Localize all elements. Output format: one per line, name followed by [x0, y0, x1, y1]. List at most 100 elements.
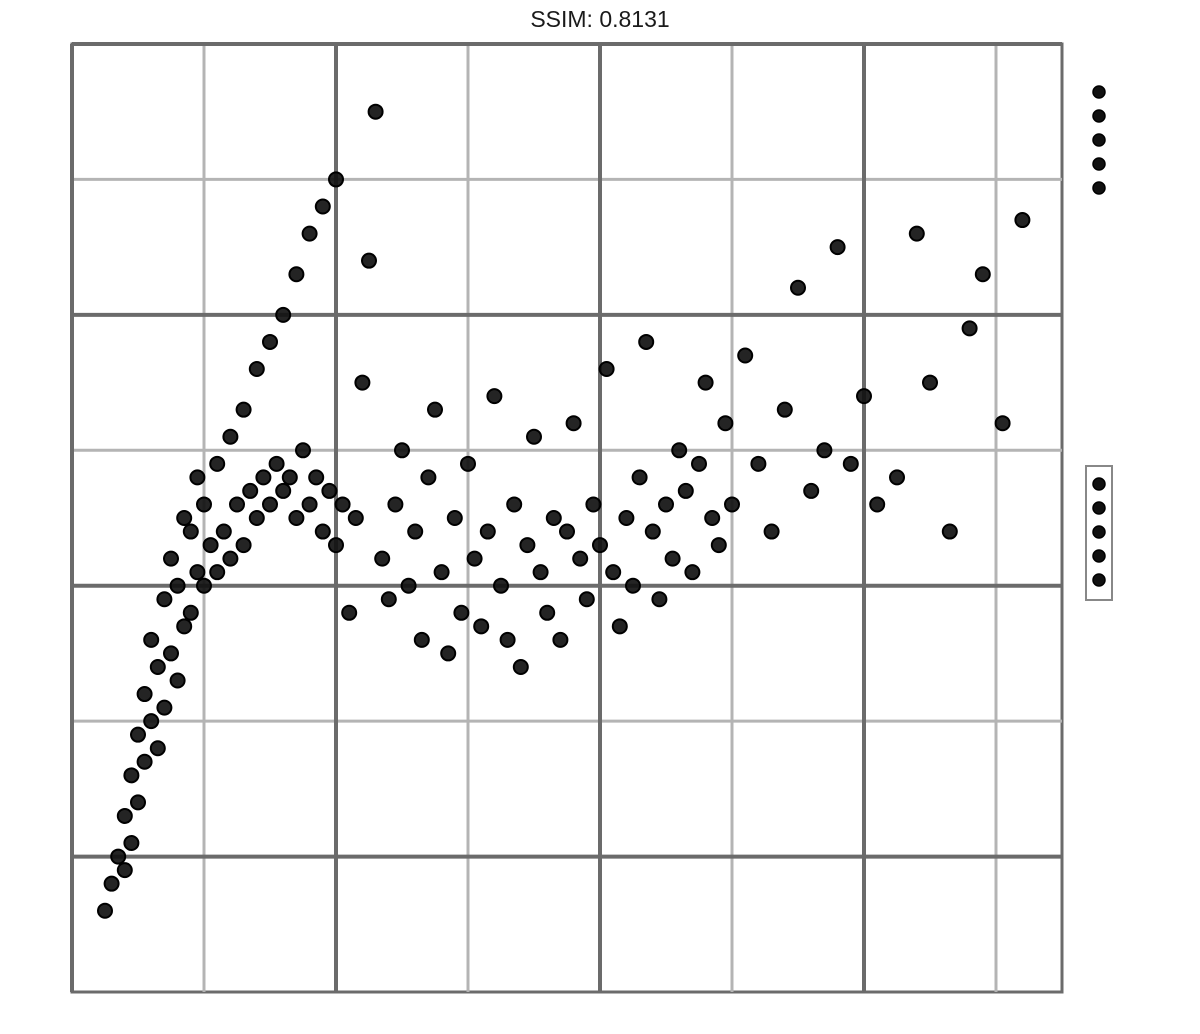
scatter-point — [479, 523, 496, 540]
scatter-point — [235, 401, 252, 418]
scatter-point — [143, 713, 160, 730]
scatter-point — [506, 496, 523, 513]
scatter-point — [295, 442, 311, 459]
scatter-point — [196, 496, 212, 513]
scatter-point — [248, 510, 265, 526]
scatter-point — [440, 645, 457, 662]
scatter-point — [268, 455, 285, 472]
scatter-point — [380, 591, 397, 608]
scatter-point — [631, 469, 648, 486]
scatter-point — [169, 672, 186, 689]
scatter-point — [961, 320, 978, 337]
scatter-point — [130, 726, 146, 743]
scatter-point — [994, 415, 1011, 432]
scatter-point — [908, 225, 925, 242]
scatter-point — [651, 591, 668, 608]
legend-marker — [1092, 133, 1106, 147]
legend — [1085, 465, 1113, 601]
scatter-point — [202, 537, 219, 554]
scatter-point — [182, 523, 199, 540]
scatter-point — [314, 198, 331, 215]
scatter-point — [453, 604, 470, 621]
scatter-point — [262, 333, 278, 350]
scatter-point — [328, 537, 344, 554]
scatter-point — [123, 835, 140, 852]
scatter-point — [697, 374, 714, 391]
scatter-point — [176, 618, 193, 635]
scatter-point — [598, 361, 615, 378]
scatter-point — [136, 686, 153, 703]
scatter-point — [163, 550, 179, 567]
scatter-point — [314, 523, 331, 540]
scatter-point — [1014, 212, 1031, 229]
scatter-point — [460, 455, 476, 472]
scatter-point — [677, 482, 694, 499]
scatter-point — [638, 333, 655, 350]
scatter-point — [169, 577, 186, 594]
scatter-point — [473, 618, 490, 635]
scatter-point — [242, 482, 259, 499]
scatter-point — [493, 577, 509, 594]
scatter-point — [196, 577, 212, 594]
scatter-point — [644, 523, 661, 540]
scatter-point — [110, 848, 127, 865]
scatter-point — [374, 550, 391, 567]
scatter-point — [367, 103, 384, 120]
scatter-point — [354, 374, 371, 391]
scatter-point — [209, 564, 226, 581]
scatter-point — [275, 306, 292, 323]
scatter-point — [658, 496, 674, 513]
scatter-point — [189, 469, 206, 486]
legend-marker — [1092, 181, 1106, 195]
scatter-point — [737, 347, 754, 364]
scatter-point — [156, 699, 173, 716]
plot-panel — [70, 42, 1064, 994]
scatter-point — [466, 550, 483, 567]
scatter-point — [512, 658, 529, 675]
scatter-point — [526, 428, 542, 445]
scatter-point — [182, 604, 199, 621]
scatter-point — [433, 564, 450, 581]
scatter-point — [308, 469, 325, 486]
scatter-point — [974, 266, 991, 283]
scatter-point — [301, 496, 318, 513]
scatter-point — [625, 577, 641, 594]
legend-marker — [1092, 477, 1106, 491]
scatter-point — [321, 482, 338, 499]
legend-marker — [1092, 85, 1106, 99]
scatter-point — [209, 455, 226, 472]
scatter-point — [565, 415, 582, 432]
scatter-point — [281, 469, 298, 486]
legend-marker — [1092, 157, 1106, 171]
scatter-point — [611, 618, 628, 635]
scatter-point — [149, 740, 166, 757]
scatter-point — [103, 875, 120, 892]
scatter-point — [750, 455, 767, 472]
scatter-point — [539, 604, 556, 621]
scatter-point — [724, 496, 740, 513]
legend-marker — [1092, 573, 1106, 587]
scatter-point — [387, 496, 404, 513]
scatter-point — [407, 523, 424, 540]
scatter-point — [189, 564, 206, 581]
scatter-point — [116, 807, 133, 824]
scatter-point — [671, 442, 688, 459]
scatter-point — [776, 401, 793, 418]
legend-marker — [1092, 501, 1106, 515]
scatter-point — [578, 591, 595, 608]
scatter-point — [156, 591, 173, 608]
scatter-point — [130, 794, 146, 811]
scatter-point — [704, 510, 721, 526]
scatter-point — [889, 469, 905, 486]
scatter-point — [222, 428, 239, 445]
scatter-point — [572, 550, 589, 567]
scatter-point — [710, 537, 727, 554]
scatter-point — [856, 388, 872, 405]
scatter-point — [347, 510, 364, 526]
scatter-point — [334, 496, 351, 513]
scatter-point — [255, 469, 272, 486]
scatter-point — [97, 902, 113, 919]
scatter-point — [394, 442, 410, 459]
scatter-point — [149, 658, 166, 675]
